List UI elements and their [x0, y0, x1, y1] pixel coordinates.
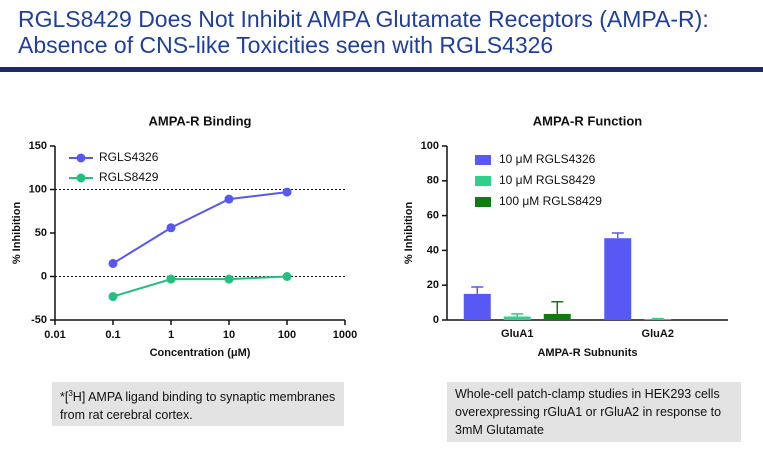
data-point: [224, 274, 234, 284]
legend-marker: [76, 153, 86, 163]
data-point: [282, 187, 292, 197]
y-tick-label: 0: [433, 314, 439, 326]
y-tick-label: 50: [35, 227, 47, 239]
series-line: [112, 275, 288, 298]
y-axis-label: % Inhibition: [11, 202, 23, 265]
bar: [604, 238, 632, 320]
title-rule: [0, 67, 763, 72]
bar: [644, 319, 672, 320]
x-tick-label: 1000: [333, 329, 357, 341]
y-tick-label: 100: [421, 140, 439, 152]
chart-title: AMPA-R Binding: [148, 113, 251, 128]
bar: [503, 316, 531, 320]
error-bar: [551, 300, 564, 314]
x-tick-label: GluA2: [642, 328, 674, 340]
data-point: [166, 223, 176, 233]
error-bar: [511, 313, 524, 317]
y-tick-label: -50: [31, 314, 47, 326]
legend-label: 100 μM RGLS8429: [499, 194, 602, 208]
legend-label: 10 μM RGLS4326: [499, 152, 596, 166]
note-text: *[: [60, 390, 69, 405]
legend-marker: [76, 173, 86, 183]
legend-swatch: [475, 176, 491, 186]
x-tick-label: 100: [278, 329, 296, 341]
y-tick-label: 150: [29, 140, 47, 152]
x-tick-label: 10: [223, 329, 235, 341]
bar: [543, 313, 571, 320]
note: Whole-cell patch-clamp studies in HEK293…: [447, 382, 741, 442]
data-point: [282, 272, 292, 281]
legend-label: RGLS4326: [99, 150, 159, 164]
y-tick-label: 0: [41, 270, 47, 282]
slide-title: RGLS8429 Does Not Inhibit AMPA Glutamate…: [18, 6, 709, 32]
data-point: [224, 194, 234, 204]
y-tick-label: 40: [427, 244, 439, 256]
x-axis-label: Concentration (μM): [150, 347, 251, 359]
y-tick-label: 80: [427, 175, 439, 187]
data-point: [166, 274, 176, 284]
y-axis-label: % Inhibition: [403, 202, 415, 265]
y-tick-label: 100: [29, 183, 47, 195]
x-tick-label: 0.01: [44, 329, 65, 341]
legend-swatch: [475, 197, 491, 207]
x-axis-label: AMPA-R Subnunits: [537, 347, 637, 359]
x-tick-label: 0.1: [105, 329, 120, 341]
bar: [463, 293, 491, 320]
legend-label: 10 μM RGLS8429: [499, 173, 596, 187]
note: *[3H] AMPA ligand binding to synaptic me…: [52, 382, 344, 426]
x-tick-label: GluA1: [501, 328, 533, 340]
error-bar: [611, 232, 624, 239]
note-text: Whole-cell patch-clamp studies in HEK293…: [455, 387, 722, 437]
note-text: 3: [68, 389, 73, 398]
y-tick-label: 20: [427, 279, 439, 291]
x-tick-label: 1: [168, 329, 174, 341]
legend-label: RGLS8429: [99, 170, 159, 184]
chart-title: AMPA-R Function: [533, 113, 643, 128]
data-point: [108, 292, 118, 302]
slide-subtitle: Absence of CNS-like Toxicities seen with…: [18, 32, 554, 58]
data-point: [108, 258, 118, 268]
error-bar: [471, 286, 484, 294]
y-tick-label: 60: [427, 210, 439, 222]
error-bar: [651, 317, 664, 320]
note-text: H] AMPA ligand binding to synaptic membr…: [60, 390, 336, 423]
legend-swatch: [475, 155, 491, 165]
series-line: [112, 191, 288, 265]
